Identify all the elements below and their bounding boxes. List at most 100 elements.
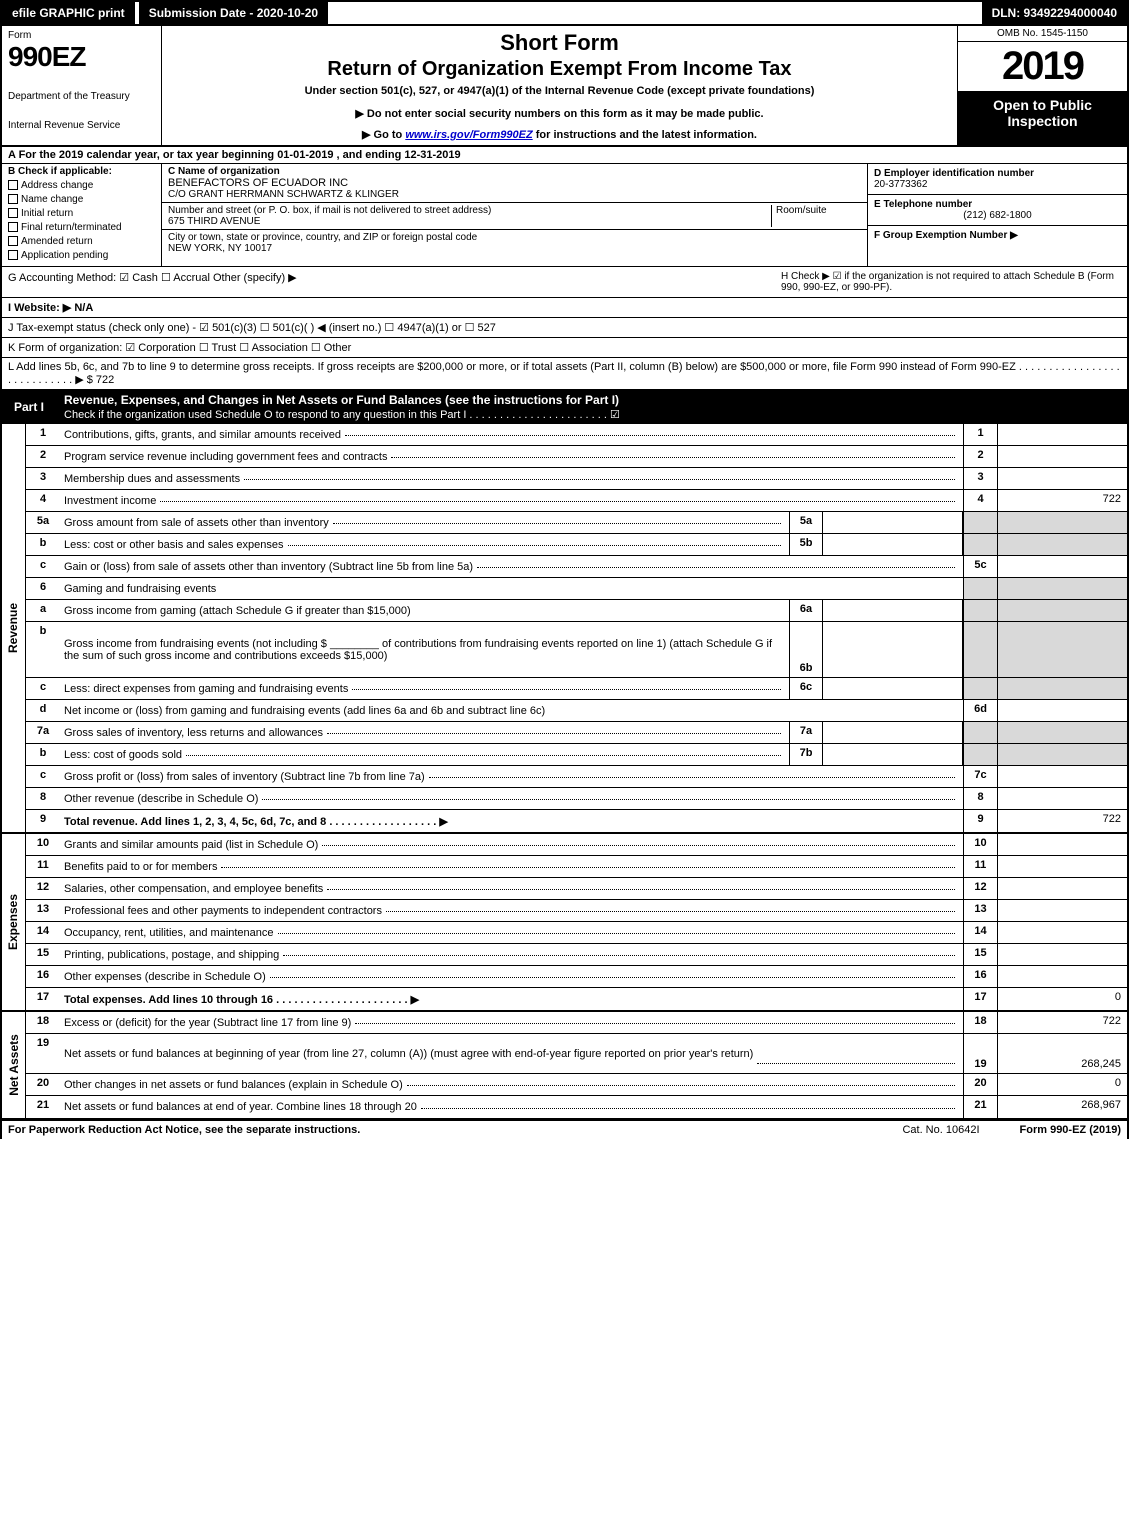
line-10-rn: 10 xyxy=(963,834,997,855)
check-initial-return[interactable]: Initial return xyxy=(8,208,155,219)
line-1-desc: Contributions, gifts, grants, and simila… xyxy=(60,424,963,445)
row-g-h: G Accounting Method: ☑ Cash ☐ Accrual Ot… xyxy=(0,267,1129,298)
irs-link[interactable]: www.irs.gov/Form990EZ xyxy=(405,129,532,141)
line-5b-desc: Less: cost or other basis and sales expe… xyxy=(60,534,789,555)
check-application-pending[interactable]: Application pending xyxy=(8,250,155,261)
line-5a-rn xyxy=(963,512,997,533)
line-1-num: 1 xyxy=(26,424,60,445)
line-11-num: 11 xyxy=(26,856,60,877)
line-5a-mv xyxy=(823,512,963,533)
check-name-change-label: Name change xyxy=(21,194,83,205)
line-4-val: 722 xyxy=(997,490,1127,511)
line-18-num: 18 xyxy=(26,1012,60,1033)
line-7b-num: b xyxy=(26,744,60,765)
line-7b-mn: 7b xyxy=(789,744,823,765)
irs-label: Internal Revenue Service xyxy=(8,120,155,131)
line-5c-val xyxy=(997,556,1127,577)
col-d-ein: D Employer identification number 20-3773… xyxy=(867,164,1127,266)
line-15-desc: Printing, publications, postage, and shi… xyxy=(60,944,963,965)
line-20-num: 20 xyxy=(26,1074,60,1095)
line-7c-rn: 7c xyxy=(963,766,997,787)
check-final-return[interactable]: Final return/terminated xyxy=(8,222,155,233)
goto-line: ▶ Go to www.irs.gov/Form990EZ for instru… xyxy=(170,128,949,141)
line-2-desc: Program service revenue including govern… xyxy=(60,446,963,467)
line-3-desc: Membership dues and assessments xyxy=(60,468,963,489)
line-6c-num: c xyxy=(26,678,60,699)
street-value: 675 THIRD AVENUE xyxy=(168,216,771,227)
part1-title: Revenue, Expenses, and Changes in Net As… xyxy=(56,390,1127,424)
col-c-org: C Name of organization BENEFACTORS OF EC… xyxy=(162,164,867,266)
open-to-public: Open to Public Inspection xyxy=(958,91,1127,145)
col-b-title: B Check if applicable: xyxy=(8,166,155,177)
line-13-desc: Professional fees and other payments to … xyxy=(60,900,963,921)
line-5c-rn: 5c xyxy=(963,556,997,577)
line-6d-desc: Net income or (loss) from gaming and fun… xyxy=(60,700,963,721)
line-8-num: 8 xyxy=(26,788,60,809)
line-3-num: 3 xyxy=(26,468,60,489)
line-7c-val xyxy=(997,766,1127,787)
page-footer: For Paperwork Reduction Act Notice, see … xyxy=(0,1120,1129,1139)
line-5b-rv xyxy=(997,534,1127,555)
check-final-return-label: Final return/terminated xyxy=(21,222,122,233)
row-j-tax-exempt: J Tax-exempt status (check only one) - ☑… xyxy=(0,318,1129,338)
line-11-rn: 11 xyxy=(963,856,997,877)
line-20-desc: Other changes in net assets or fund bala… xyxy=(60,1074,963,1095)
line-5a-num: 5a xyxy=(26,512,60,533)
expenses-section: Expenses 10Grants and similar amounts pa… xyxy=(0,834,1129,1012)
line-2-num: 2 xyxy=(26,446,60,467)
line-21-desc: Net assets or fund balances at end of ye… xyxy=(60,1096,963,1118)
footer-right: Form 990-EZ (2019) xyxy=(1020,1124,1121,1136)
line-7a-rn xyxy=(963,722,997,743)
phone-value: (212) 682-1800 xyxy=(874,210,1121,221)
goto-suffix: for instructions and the latest informat… xyxy=(536,129,757,141)
line-12-num: 12 xyxy=(26,878,60,899)
line-3-rn: 3 xyxy=(963,468,997,489)
line-5c-desc: Gain or (loss) from sale of assets other… xyxy=(60,556,963,577)
short-form-title: Short Form xyxy=(170,30,949,56)
line-19-val: 268,245 xyxy=(997,1034,1127,1073)
line-7c-num: c xyxy=(26,766,60,787)
check-address-change[interactable]: Address change xyxy=(8,180,155,191)
check-address-change-label: Address change xyxy=(21,180,93,191)
line-4-rn: 4 xyxy=(963,490,997,511)
line-5a-mn: 5a xyxy=(789,512,823,533)
line-21-rn: 21 xyxy=(963,1096,997,1118)
line-7a-rv xyxy=(997,722,1127,743)
line-17-desc: Total expenses. Add lines 10 through 16 … xyxy=(60,988,963,1010)
header-right: OMB No. 1545-1150 2019 Open to Public In… xyxy=(957,26,1127,145)
revenue-section: Revenue 1Contributions, gifts, grants, a… xyxy=(0,424,1129,834)
line-9-val: 722 xyxy=(997,810,1127,832)
check-name-change[interactable]: Name change xyxy=(8,194,155,205)
line-6-rv xyxy=(997,578,1127,599)
line-6c-mn: 6c xyxy=(789,678,823,699)
top-bar: efile GRAPHIC print Submission Date - 20… xyxy=(0,0,1129,26)
line-2-val xyxy=(997,446,1127,467)
check-application-pending-label: Application pending xyxy=(21,250,108,261)
line-6a-mn: 6a xyxy=(789,600,823,621)
efile-print-button[interactable]: efile GRAPHIC print xyxy=(2,2,135,24)
line-1-rn: 1 xyxy=(963,424,997,445)
return-title: Return of Organization Exempt From Incom… xyxy=(170,58,949,81)
line-7b-mv xyxy=(823,744,963,765)
line-8-val xyxy=(997,788,1127,809)
submission-date: Submission Date - 2020-10-20 xyxy=(139,2,328,24)
revenue-side-label: Revenue xyxy=(2,424,26,832)
line-7a-desc: Gross sales of inventory, less returns a… xyxy=(60,722,789,743)
line-17-val: 0 xyxy=(997,988,1127,1010)
line-5a-desc: Gross amount from sale of assets other t… xyxy=(60,512,789,533)
net-assets-section: Net Assets 18Excess or (deficit) for the… xyxy=(0,1012,1129,1120)
dept-treasury: Department of the Treasury xyxy=(8,91,155,102)
line-14-val xyxy=(997,922,1127,943)
line-9-desc: Total revenue. Add lines 1, 2, 3, 4, 5c,… xyxy=(60,810,963,832)
line-17-rn: 17 xyxy=(963,988,997,1010)
goto-prefix: ▶ Go to xyxy=(362,129,405,141)
line-6c-rn xyxy=(963,678,997,699)
line-6b-rv xyxy=(997,622,1127,677)
line-5c-num: c xyxy=(26,556,60,577)
footer-mid: Cat. No. 10642I xyxy=(902,1124,979,1136)
check-amended-return[interactable]: Amended return xyxy=(8,236,155,247)
line-20-rn: 20 xyxy=(963,1074,997,1095)
line-4-num: 4 xyxy=(26,490,60,511)
line-16-desc: Other expenses (describe in Schedule O) xyxy=(60,966,963,987)
org-name: BENEFACTORS OF ECUADOR INC xyxy=(168,177,861,189)
